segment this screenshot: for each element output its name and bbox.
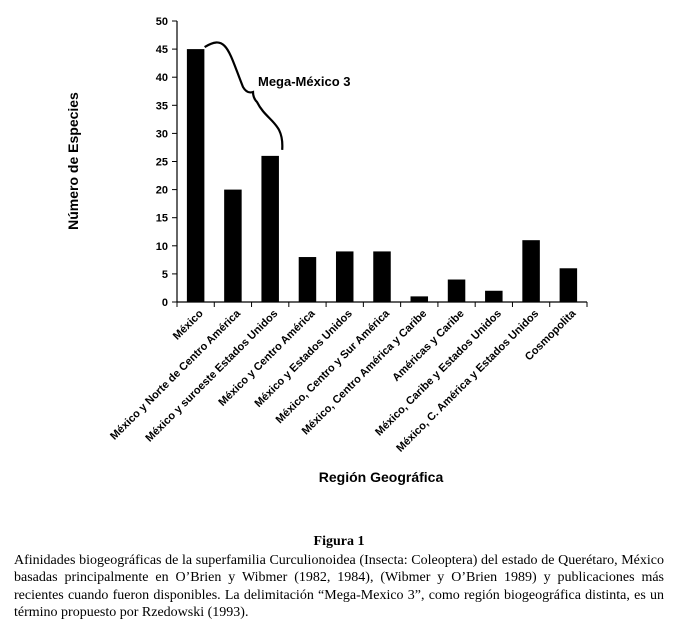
x-tick-label: México y suroeste Estados Unidos xyxy=(143,308,280,445)
y-tick-label: 10 xyxy=(156,241,168,253)
bar xyxy=(485,290,503,302)
bars xyxy=(186,49,578,302)
bar xyxy=(224,189,242,302)
bar xyxy=(298,257,317,302)
y-tick-label: 15 xyxy=(156,213,168,225)
y-tick-label: 20 xyxy=(156,185,168,197)
y-tick-label: 50 xyxy=(156,16,168,28)
bar xyxy=(186,49,205,302)
mega-mexico-brace xyxy=(204,41,284,150)
y-tick-label: 30 xyxy=(156,128,168,140)
x-tick-label: México y Norte de Centro América xyxy=(108,307,243,442)
mega-mexico-annotation: Mega-México 3 xyxy=(258,74,350,89)
y-axis-ticks: 0 5 10 15 20 25 30 35 40 45 50 xyxy=(156,16,177,309)
y-tick-label: 0 xyxy=(162,297,168,309)
bar xyxy=(410,296,429,302)
caption-title: Figura 1 xyxy=(313,534,365,549)
y-axis-title: Número de Especies xyxy=(65,92,81,230)
bar xyxy=(522,240,540,302)
y-tick-label: 5 xyxy=(162,269,168,281)
x-axis-title: Región Geográfica xyxy=(319,469,444,485)
x-tick-label: Américas y Caribe xyxy=(390,308,466,384)
y-tick-label: 40 xyxy=(156,72,168,84)
x-tick-label: México, C. América y Estados Unidos xyxy=(394,308,541,455)
figure-caption: Figura 1 Afinidades biogeográficas de la… xyxy=(14,533,664,622)
caption-text: Afinidades biogeográficas de la superfam… xyxy=(14,552,664,621)
y-tick-label: 45 xyxy=(156,44,168,56)
y-tick-label: 25 xyxy=(156,157,168,169)
bar xyxy=(335,251,354,302)
bar xyxy=(447,279,466,302)
bar xyxy=(559,268,578,302)
bar xyxy=(373,251,391,302)
y-tick-label: 35 xyxy=(156,100,168,112)
x-tick-label: México xyxy=(171,307,206,342)
bar xyxy=(261,155,279,302)
